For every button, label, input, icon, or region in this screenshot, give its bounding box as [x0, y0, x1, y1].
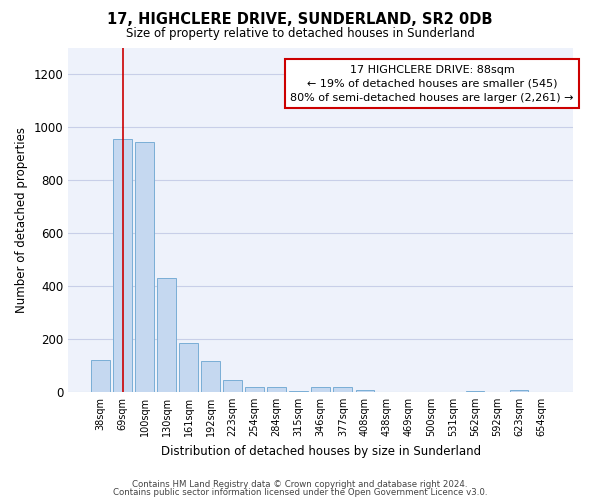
Y-axis label: Number of detached properties: Number of detached properties [15, 126, 28, 312]
Bar [201, 362, 220, 392]
Text: 17, HIGHCLERE DRIVE, SUNDERLAND, SR2 0DB: 17, HIGHCLERE DRIVE, SUNDERLAND, SR2 0DB [107, 12, 493, 28]
Bar [157, 278, 176, 392]
Bar [334, 387, 352, 392]
Bar [466, 390, 484, 392]
Bar [356, 390, 374, 392]
Bar [179, 343, 198, 392]
Bar [135, 142, 154, 392]
Bar [223, 380, 242, 392]
Bar [311, 387, 330, 392]
Bar [268, 387, 286, 392]
Bar [510, 390, 529, 392]
Text: Contains HM Land Registry data © Crown copyright and database right 2024.: Contains HM Land Registry data © Crown c… [132, 480, 468, 489]
Text: Contains public sector information licensed under the Open Government Licence v3: Contains public sector information licen… [113, 488, 487, 497]
Bar [245, 386, 264, 392]
Bar [91, 360, 110, 392]
Text: 17 HIGHCLERE DRIVE: 88sqm
← 19% of detached houses are smaller (545)
80% of semi: 17 HIGHCLERE DRIVE: 88sqm ← 19% of detac… [290, 64, 574, 102]
X-axis label: Distribution of detached houses by size in Sunderland: Distribution of detached houses by size … [161, 444, 481, 458]
Bar [113, 139, 132, 392]
Text: Size of property relative to detached houses in Sunderland: Size of property relative to detached ho… [125, 28, 475, 40]
